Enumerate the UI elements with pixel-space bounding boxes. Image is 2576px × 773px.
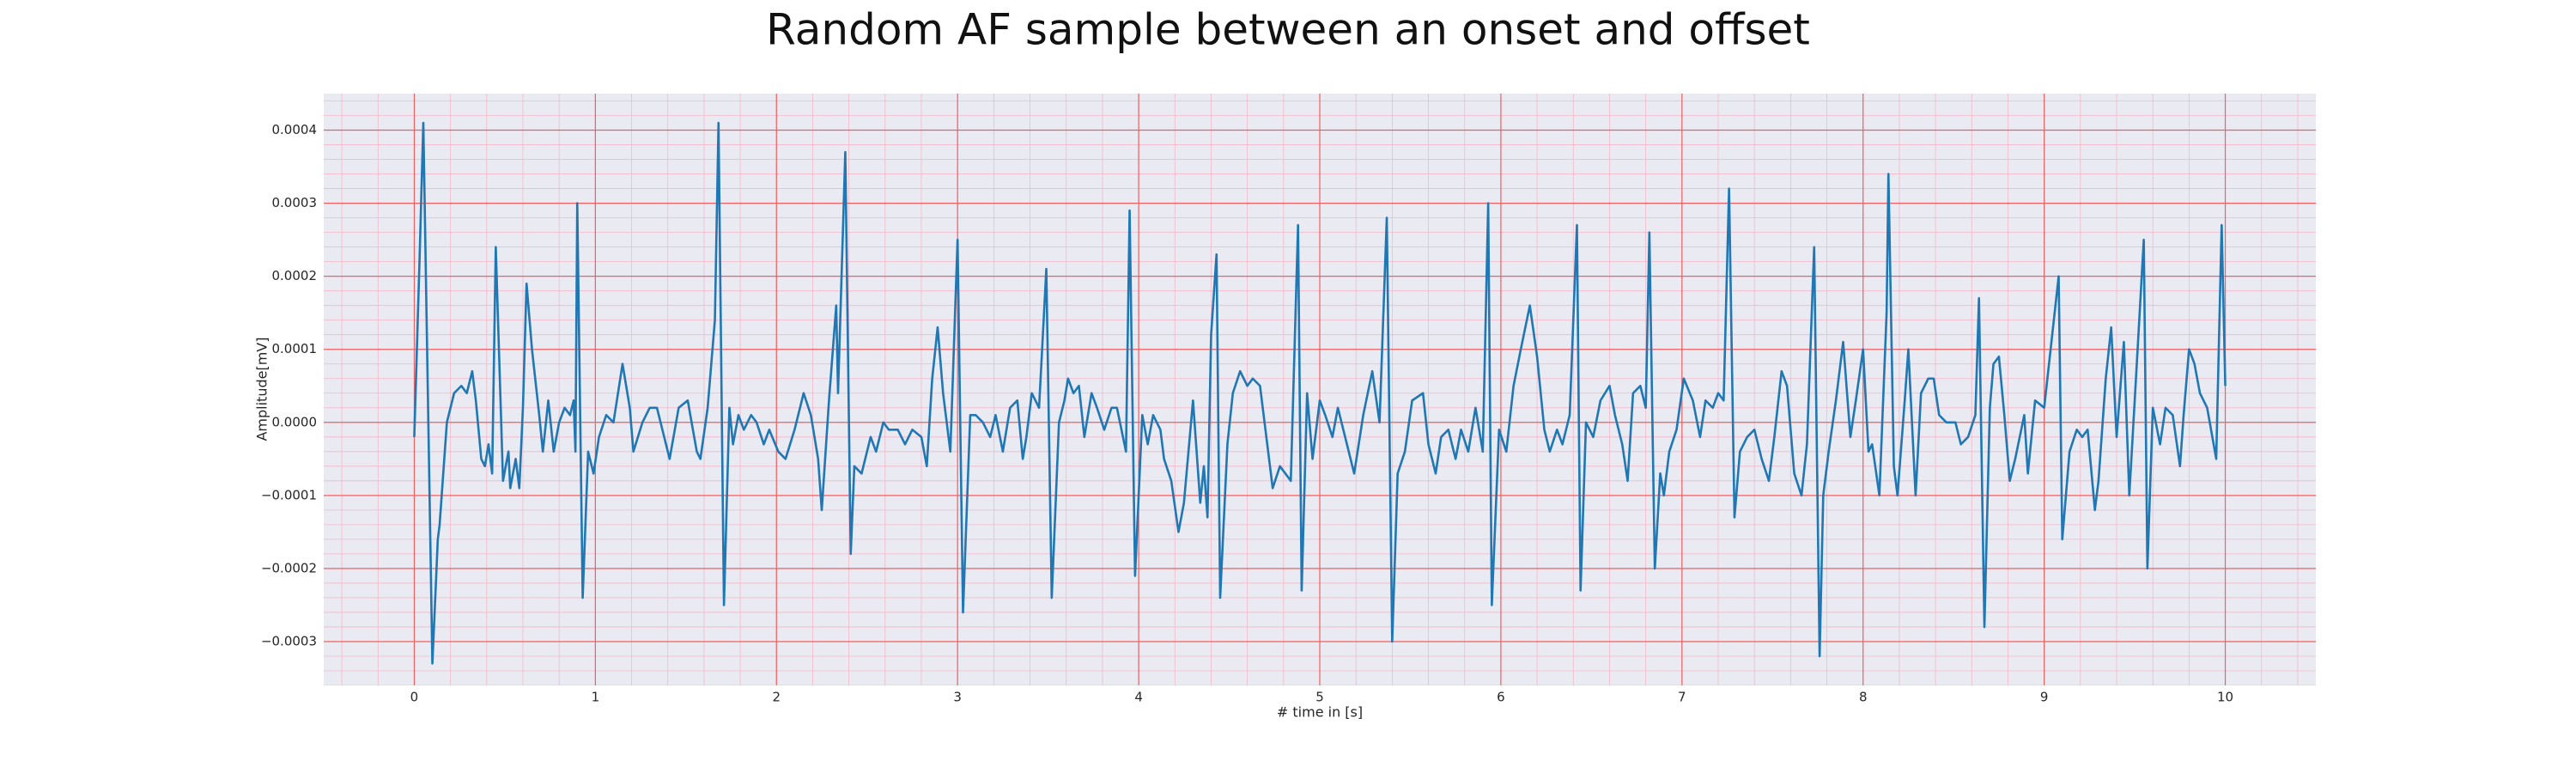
y-tick-label: −0.0002: [261, 560, 317, 575]
x-tick-label: 0: [410, 690, 419, 705]
y-tick-label: 0.0002: [272, 268, 318, 283]
x-tick-label: 7: [1678, 690, 1686, 705]
x-tick-label: 4: [1134, 690, 1143, 705]
chart-title: Random AF sample between an onset and of…: [766, 5, 1810, 55]
labels: 0 1 2 3 4 5 6 7 8 9 10 −0.0003 −0.0002 −0.0001 0.0000 0…: [261, 122, 2233, 704]
y-tick-label: 0.0000: [272, 414, 318, 429]
y-tick-label: −0.0001: [261, 487, 317, 502]
x-tick-label: 8: [1859, 690, 1868, 705]
y-axis-label: Amplitude[mV]: [254, 337, 270, 441]
x-tick-label: 1: [592, 690, 600, 705]
x-tick-label: 9: [2040, 690, 2049, 705]
y-tick-label: 0.0003: [272, 195, 318, 210]
y-tick-label: 0.0004: [272, 122, 318, 137]
x-tick-label: 2: [772, 690, 781, 705]
y-tick-label: 0.0001: [272, 341, 318, 356]
x-tick-label: 3: [953, 690, 962, 705]
x-tick-label: 6: [1497, 690, 1505, 705]
marks: [413, 121, 2227, 665]
x-tick-label: 10: [2217, 690, 2233, 705]
x-axis-label: # time in [s]: [1277, 704, 1363, 721]
x-tick-label: 5: [1315, 690, 1324, 705]
signal-line: [413, 121, 2227, 665]
y-tick-label: −0.0003: [261, 633, 317, 648]
grid: [324, 94, 2316, 685]
